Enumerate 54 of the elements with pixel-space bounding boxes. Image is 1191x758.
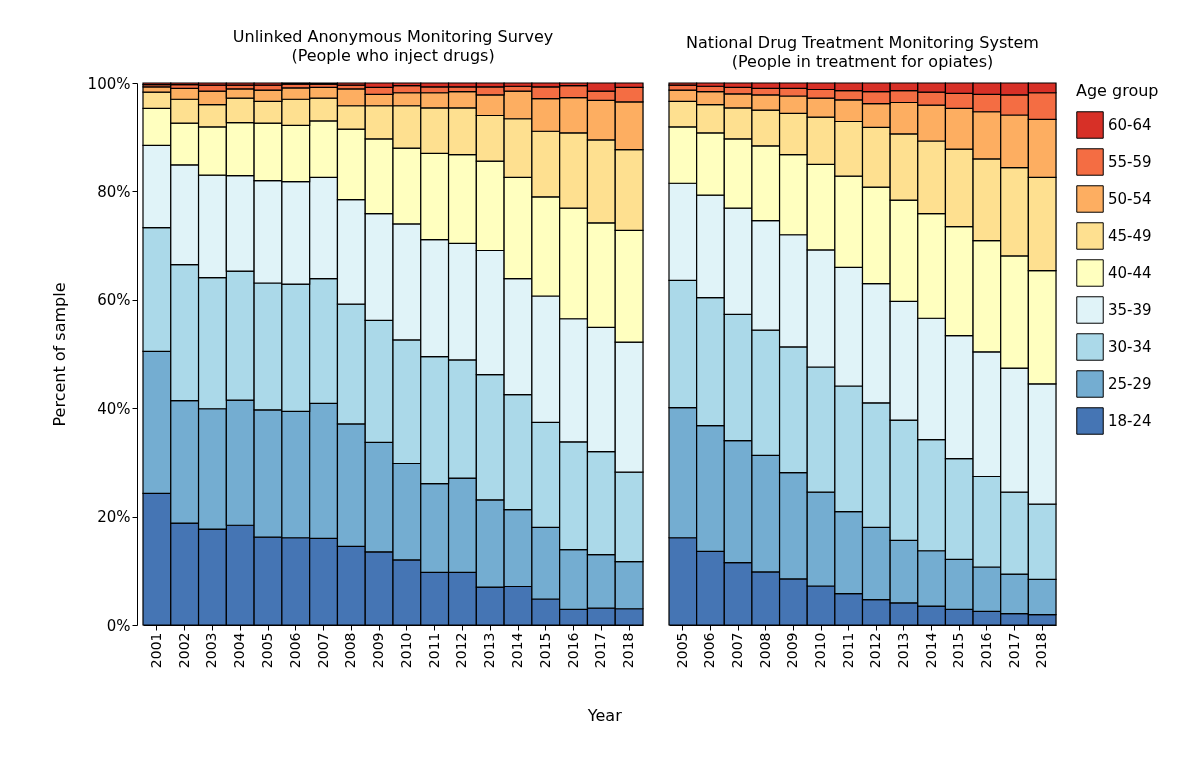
x-tick-label: 2005 [259, 632, 275, 669]
legend-label: 25-29 [1108, 375, 1152, 393]
x-tick-label: 2007 [314, 632, 331, 669]
x-tick-label: 2006 [286, 632, 303, 669]
legend-label: 45-49 [1108, 227, 1152, 245]
x-tick-label: 2013 [481, 632, 498, 669]
chart-subtitle: (People in treatment for opiates) [731, 52, 994, 72]
legend-label: 35-39 [1108, 301, 1152, 319]
x-tick-label: 2013 [894, 632, 911, 669]
x-tick-label: 2014 [509, 632, 525, 669]
legend-label: 60-64 [1108, 116, 1152, 134]
x-tick-label: 2017 [592, 632, 609, 669]
legend-label: 30-34 [1108, 338, 1152, 356]
x-tick-label: 2015 [536, 632, 553, 669]
y-tick-label: 20% [97, 508, 131, 527]
x-tick-label: 2009 [784, 632, 801, 669]
x-tick-label: 2006 [701, 632, 718, 669]
x-tick-label: 2011 [839, 632, 856, 669]
legend-label: 18-24 [1108, 412, 1152, 430]
legend-label: 50-54 [1108, 190, 1152, 208]
chart-subtitle: (People who inject drugs) [291, 46, 495, 65]
x-tick-label: 2018 [620, 632, 637, 669]
legend-label: 55-59 [1108, 153, 1152, 171]
x-axis-title: Year [586, 706, 623, 726]
y-tick-label: 0% [106, 616, 131, 635]
legend-title: Age group [1076, 81, 1159, 100]
x-tick-label: 2016 [977, 632, 994, 669]
y-tick-label: 100% [87, 74, 131, 93]
x-tick-label: 2003 [203, 632, 220, 669]
x-tick-label: 2002 [175, 632, 192, 669]
y-tick-label: 80% [97, 182, 131, 201]
chart-title: Unlinked Anonymous Monitoring Survey [232, 27, 554, 46]
chart-title: National Drug Treatment Monitoring System [686, 33, 1039, 53]
x-tick-label: 2015 [950, 632, 967, 669]
x-tick-label: 2010 [397, 632, 414, 669]
x-tick-label: 2012 [453, 632, 470, 669]
x-tick-label: 2009 [370, 632, 387, 669]
x-tick-label: 2008 [756, 632, 773, 669]
y-tick-label: 40% [97, 399, 131, 418]
legend-label: 40-44 [1108, 264, 1152, 282]
x-tick-label: 2008 [342, 632, 359, 669]
y-axis-title: Percent of sample [49, 282, 69, 427]
x-tick-label: 2012 [867, 632, 884, 669]
x-tick-label: 2016 [564, 632, 581, 669]
x-tick-label: 2007 [729, 632, 746, 669]
x-tick-label: 2017 [1005, 632, 1022, 669]
x-tick-label: 2018 [1033, 632, 1050, 669]
x-tick-label: 2010 [812, 632, 829, 669]
x-tick-label: 2014 [922, 632, 939, 669]
x-tick-label: 2011 [425, 632, 442, 669]
x-tick-label: 2004 [231, 632, 248, 669]
x-tick-label: 2005 [673, 632, 690, 669]
y-tick-label: 60% [97, 291, 131, 310]
x-tick-label: 2001 [147, 632, 164, 669]
